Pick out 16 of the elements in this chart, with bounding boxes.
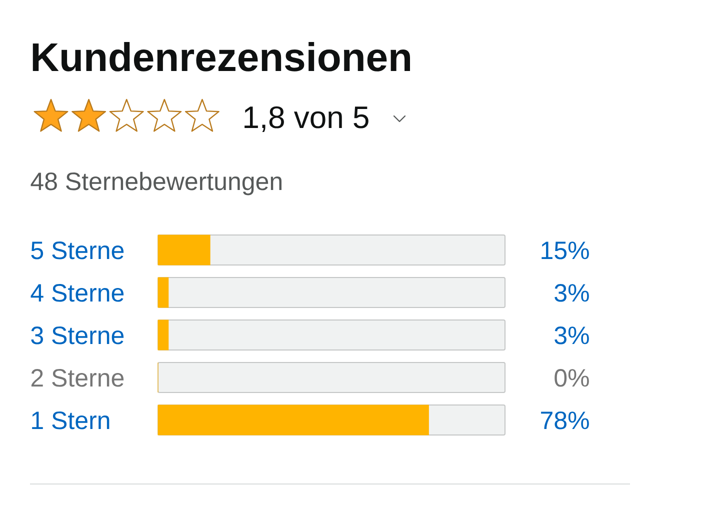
y-tick-label: 1 Stern [32, 412, 110, 430]
data-label: 15% [542, 242, 589, 260]
data-label: 78% [541, 412, 589, 430]
chart-subtitle: 1,8 von 5 [244, 106, 368, 132]
data-label: 3% [554, 326, 589, 344]
data-label: 3% [554, 284, 589, 302]
y-tick-label: 4 Sterne [30, 284, 124, 302]
text: 48 Sternebewertungen [30, 172, 282, 196]
chart-title: Kundenrezensionen [32, 42, 410, 72]
y-tick-label: 3 Sterne [31, 326, 124, 344]
y-tick-label: 2 Sterne [31, 369, 124, 387]
bar [158, 234, 210, 266]
bar [158, 320, 169, 350]
y-tick-label: 5 Sterne [31, 242, 124, 260]
data-label: 0% [554, 369, 589, 387]
bar [158, 277, 169, 308]
